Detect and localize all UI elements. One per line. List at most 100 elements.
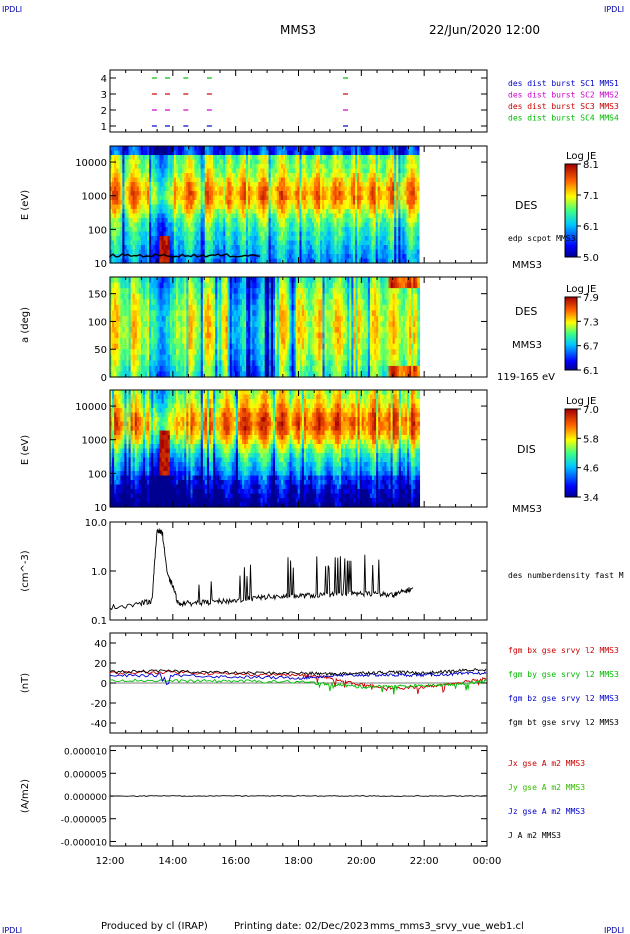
des-energy-cell	[311, 168, 315, 174]
des-energy-cell	[320, 155, 323, 161]
des-energy-cell	[283, 150, 286, 156]
des-energy-cell	[227, 168, 231, 174]
des-pitch-cell	[198, 371, 202, 378]
des-energy-cell	[208, 254, 212, 260]
des-energy-cell	[340, 236, 344, 242]
des-energy-cell	[140, 200, 144, 206]
des-pitch-cell	[151, 304, 154, 311]
des-energy-cell	[268, 168, 272, 174]
des-energy-cell	[272, 182, 276, 188]
des-energy-cell	[233, 168, 237, 174]
des-energy-cell	[392, 146, 395, 152]
des-energy-cell	[235, 146, 239, 152]
des-pitch-cell	[202, 288, 206, 295]
des-energy-cell	[229, 177, 233, 183]
des-energy-cell	[262, 177, 266, 183]
des-energy-cell	[272, 227, 276, 233]
des-energy-cell	[145, 164, 148, 170]
des-energy-cell	[192, 222, 196, 228]
des-energy-cell	[260, 231, 264, 237]
des-pitch-cell	[140, 304, 144, 311]
des-energy-cell	[311, 236, 315, 242]
des-energy-cell	[350, 218, 354, 224]
des-energy-cell	[262, 236, 266, 242]
des-energy-cell	[375, 222, 379, 228]
des-energy-cell	[299, 222, 303, 228]
des-pitch-cell	[120, 371, 123, 378]
des-energy-cell	[365, 186, 369, 192]
des-energy-cell	[151, 231, 154, 237]
des-energy-cell	[320, 191, 323, 197]
des-energy-cell	[412, 186, 416, 192]
des-energy-cell	[406, 209, 410, 215]
des-pitch-cell	[186, 338, 189, 345]
des-pitch-cell	[163, 360, 167, 367]
des-energy-cell	[124, 200, 128, 206]
des-pitch-cell	[140, 354, 144, 361]
burst-ytick-label: 2	[101, 106, 107, 117]
des-energy-cell	[305, 240, 309, 246]
des-pitch-cell	[116, 327, 119, 334]
des-pitch-cell	[198, 315, 202, 323]
des-energy-cell	[297, 231, 301, 237]
des-energy-cell	[128, 204, 132, 210]
des-energy-cell	[241, 168, 245, 174]
des-energy-cell	[169, 200, 173, 206]
des-energy-cell	[190, 213, 193, 219]
des-energy-cell	[260, 218, 264, 224]
des-energy-cell	[221, 182, 224, 188]
des-energy-cell	[243, 213, 247, 219]
des-energy-cell	[180, 159, 183, 165]
des-energy-cell	[173, 186, 177, 192]
des-pitch-cell	[192, 282, 196, 289]
des-energy-cell	[124, 245, 128, 251]
des-energy-cell	[383, 258, 387, 264]
des-energy-cell	[110, 254, 113, 260]
des-pitch-cell	[196, 365, 200, 373]
des-energy-cell	[130, 150, 134, 156]
des-energy-cell	[379, 258, 383, 264]
des-energy-cell	[157, 209, 161, 215]
des-energy-cell	[377, 173, 381, 179]
des-energy-cell	[385, 204, 389, 210]
des-energy-cell	[163, 254, 167, 260]
des-energy-cell	[330, 173, 334, 179]
des-energy-cell	[175, 182, 179, 188]
des-energy-cell	[377, 195, 381, 201]
des-pitch-cell	[147, 310, 150, 317]
des-energy-cell	[318, 200, 321, 206]
des-energy-cell	[367, 159, 371, 165]
des-energy-cell	[291, 209, 294, 215]
des-pitch-cell	[157, 321, 161, 328]
des-energy-cell	[332, 222, 336, 228]
des-energy-cell	[344, 155, 348, 161]
des-energy-cell	[355, 173, 358, 179]
des-energy-cell	[190, 204, 193, 210]
des-energy-cell	[114, 213, 117, 219]
des-pitch-cell	[118, 321, 121, 328]
des-pitch-cell	[159, 365, 163, 373]
des-energy-cell	[219, 222, 222, 228]
des-pitch-cell	[126, 360, 130, 367]
des-energy-cell	[262, 173, 266, 179]
des-energy-cell	[357, 209, 360, 215]
des-pitch-cell	[157, 327, 161, 334]
des-energy-cell	[173, 177, 177, 183]
des-energy-cell	[324, 231, 327, 237]
des-pitch-cell	[213, 293, 216, 300]
des-energy-cell	[223, 168, 226, 174]
des-energy-cell	[293, 209, 296, 215]
des-energy-cell	[334, 218, 338, 224]
des-energy-cell	[116, 222, 119, 228]
des-pitch-cell	[190, 299, 194, 306]
des-pitch-cell	[180, 343, 183, 350]
des-energy-cell	[256, 159, 259, 165]
des-energy-cell	[134, 227, 138, 233]
des-energy-cell	[247, 209, 251, 215]
des-pitch-cell	[196, 349, 200, 356]
des-energy-cell	[250, 204, 253, 210]
des-energy-cell	[204, 222, 208, 228]
des-energy-cell	[200, 236, 204, 242]
des-energy-cell	[318, 186, 321, 192]
des-energy-cell	[252, 222, 255, 228]
